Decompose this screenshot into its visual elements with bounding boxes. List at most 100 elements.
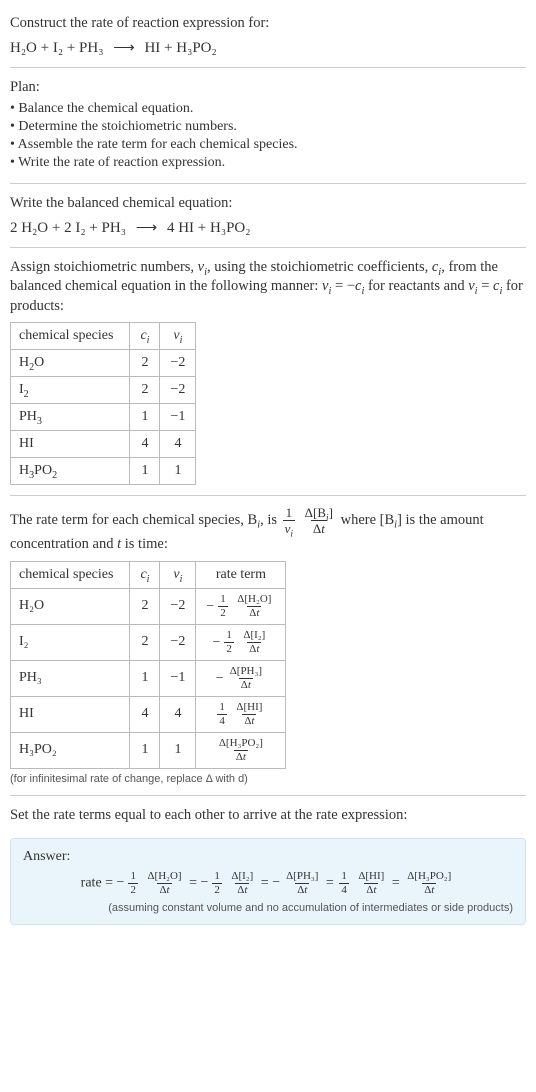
table-footnote: (for infinitesimal rate of change, repla…	[10, 773, 526, 785]
nu-cell: −2	[160, 377, 196, 404]
denominator: Δt	[311, 520, 327, 535]
c-cell: 1	[130, 732, 160, 768]
text: , using the stoichiometric coefficients,	[207, 259, 432, 275]
species-cell: PH₃	[11, 660, 130, 696]
c-cell: 2	[130, 588, 160, 624]
col-nu: νi	[160, 323, 196, 350]
fraction: Δ[Bi] Δt	[303, 506, 335, 535]
equals: =	[257, 875, 272, 890]
divider	[10, 183, 526, 184]
nu-cell: 1	[160, 458, 196, 485]
unbalanced-equation: H₂O + I₂ + PH₃ ⟶ HI + H₃PO₂	[10, 38, 526, 57]
rate-term: −12 Δ[I₂]Δt	[200, 875, 257, 890]
prompt-title: Construct the rate of reaction expressio…	[10, 14, 526, 34]
reaction-arrow-icon: ⟶	[136, 218, 158, 237]
divider	[10, 495, 526, 496]
c-cell: 4	[130, 431, 160, 458]
c-cell: 2	[130, 377, 160, 404]
col-c: ci	[130, 561, 160, 588]
col-nu: νi	[160, 561, 196, 588]
balanced-equation: 2 H₂O + 2 I₂ + PH₃ ⟶ 4 HI + H₃PO₂	[10, 218, 526, 237]
plan-heading: Plan:	[10, 78, 526, 98]
text: for reactants and	[364, 278, 468, 294]
rate-term: −Δ[PH₃]Δt	[272, 875, 322, 890]
species-cell: I2	[11, 377, 130, 404]
nu-cell: −1	[160, 404, 196, 431]
nu-cell: 4	[160, 431, 196, 458]
rate-term-section: The rate term for each chemical species,…	[10, 500, 526, 791]
table-row: H3PO2 1 1	[11, 458, 196, 485]
equals: =	[388, 875, 403, 890]
set-equal-text: Set the rate terms equal to each other t…	[10, 800, 526, 832]
table-row: H₃PO₂11Δ[H₃PO₂]Δt	[11, 732, 286, 768]
plan-item-text: Balance the chemical equation.	[18, 101, 193, 116]
unbalanced-lhs: H₂O + I₂ + PH₃	[10, 40, 103, 56]
numerator: 1	[284, 506, 295, 520]
denominator: νi	[283, 520, 295, 535]
text: is time:	[121, 536, 168, 552]
text: =	[478, 278, 493, 294]
text: where [B	[341, 512, 395, 528]
rate-term-cell: −12 Δ[I₂]Δt	[196, 624, 286, 660]
nu-cell: 4	[160, 696, 196, 732]
table-row: PH₃1−1−Δ[PH₃]Δt	[11, 660, 286, 696]
plan-item: • Determine the stoichiometric numbers.	[10, 119, 526, 135]
rate-intro: The rate term for each chemical species,…	[10, 506, 526, 555]
table-row: PH3 1 −1	[11, 404, 196, 431]
nu-cell: 1	[160, 732, 196, 768]
rate-term-table: chemical species ci νi rate term H₂O2−2−…	[10, 561, 286, 769]
species-cell: H2O	[11, 350, 130, 377]
c-cell: 1	[130, 660, 160, 696]
balanced-section: Write the balanced chemical equation: 2 …	[10, 188, 526, 243]
table-header-row: chemical species ci νi	[11, 323, 196, 350]
answer-label: Answer:	[23, 849, 513, 865]
answer-note: (assuming constant volume and no accumul…	[23, 902, 513, 914]
species-cell: H3PO2	[11, 458, 130, 485]
numerator: Δ[Bi]	[303, 506, 335, 520]
c-cell: 1	[130, 458, 160, 485]
plan-item: • Write the rate of reaction expression.	[10, 155, 526, 171]
fraction: 1 νi	[283, 506, 295, 535]
species-cell: HI	[11, 431, 130, 458]
prompt-section: Construct the rate of reaction expressio…	[10, 8, 526, 63]
col-c: ci	[130, 323, 160, 350]
table-row: HI4414 Δ[HI]Δt	[11, 696, 286, 732]
plan-item: • Assemble the rate term for each chemic…	[10, 137, 526, 153]
plan-item-text: Write the rate of reaction expression.	[18, 155, 225, 170]
nu-cell: −2	[160, 588, 196, 624]
c-cell: 2	[130, 350, 160, 377]
table-row: H2O 2 −2	[11, 350, 196, 377]
text: = −	[331, 278, 355, 294]
text: The rate term for each chemical species,…	[10, 512, 257, 528]
c-cell: 4	[130, 696, 160, 732]
table-row: H₂O2−2−12 Δ[H₂O]Δt	[11, 588, 286, 624]
rate-prefix: rate =	[81, 875, 117, 890]
col-rate-term: rate term	[196, 561, 286, 588]
rate-term: Δ[H₃PO₂]Δt	[403, 875, 455, 890]
stoich-table: chemical species ci νi H2O 2 −2 I2 2 −2 …	[10, 322, 196, 485]
answer-box: Answer: rate = −12 Δ[H₂O]Δt = −12 Δ[I₂]Δ…	[10, 838, 526, 925]
answer-equation: rate = −12 Δ[H₂O]Δt = −12 Δ[I₂]Δt = −Δ[P…	[23, 871, 513, 896]
col-species: chemical species	[11, 323, 130, 350]
species-cell: HI	[11, 696, 130, 732]
unbalanced-rhs: HI + H₃PO₂	[144, 40, 216, 56]
plan-item-text: Determine the stoichiometric numbers.	[18, 119, 237, 134]
species-cell: PH3	[11, 404, 130, 431]
rate-term-cell: 14 Δ[HI]Δt	[196, 696, 286, 732]
balanced-rhs: 4 HI + H₃PO₂	[167, 220, 251, 236]
c-cell: 1	[130, 404, 160, 431]
table-row: I₂2−2−12 Δ[I₂]Δt	[11, 624, 286, 660]
plan-item-text: Assemble the rate term for each chemical…	[18, 137, 298, 152]
balanced-intro: Write the balanced chemical equation:	[10, 194, 526, 214]
text: Assign stoichiometric numbers,	[10, 259, 198, 275]
c-cell: 2	[130, 624, 160, 660]
plan-list: • Balance the chemical equation. • Deter…	[10, 101, 526, 171]
rate-term-cell: Δ[H₃PO₂]Δt	[196, 732, 286, 768]
nu-cell: −2	[160, 624, 196, 660]
rate-term-cell: −Δ[PH₃]Δt	[196, 660, 286, 696]
balanced-lhs: 2 H₂O + 2 I₂ + PH₃	[10, 220, 126, 236]
rate-term-cell: −12 Δ[H₂O]Δt	[196, 588, 286, 624]
species-cell: H₂O	[11, 588, 130, 624]
equals: =	[322, 875, 337, 890]
table-header-row: chemical species ci νi rate term	[11, 561, 286, 588]
